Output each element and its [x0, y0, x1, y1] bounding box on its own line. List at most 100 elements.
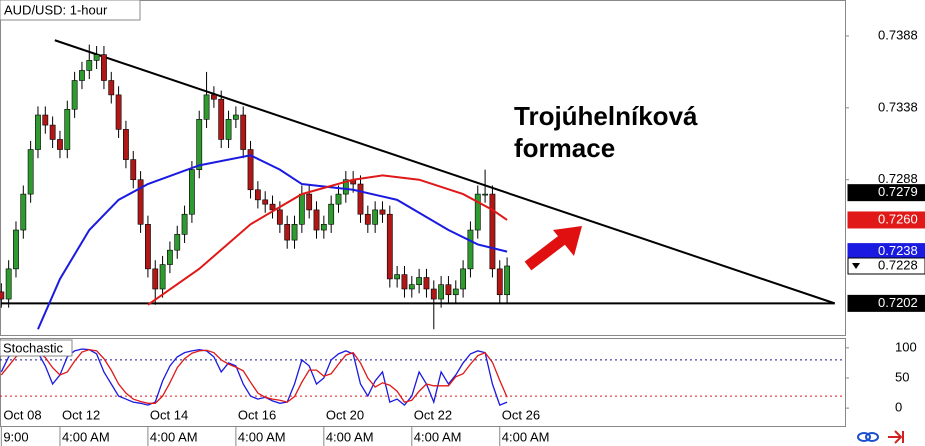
y-tick-label: 0.7338 [878, 99, 918, 114]
price-label-box [847, 294, 925, 312]
candle-body [123, 129, 129, 160]
x-tick-time: 4:00 AM [62, 429, 110, 444]
candle-body [49, 124, 56, 140]
candle-body [386, 213, 393, 280]
x-tick-label: Oct 14 [150, 407, 188, 422]
scroll-end-icon[interactable] [888, 430, 904, 444]
candle-body [57, 139, 63, 150]
trendline [54, 39, 836, 305]
price-label: 0.7238 [878, 243, 918, 258]
candle-body [467, 229, 474, 270]
x-tick-label: Oct 12 [62, 407, 100, 422]
candle-body [298, 193, 305, 225]
candle-body [108, 80, 115, 96]
candle-body [379, 209, 386, 215]
moving-average [37, 154, 508, 330]
x-tick-time: 9:00 [3, 429, 28, 444]
candle-body [145, 223, 151, 270]
arrow-shaft [524, 235, 566, 271]
price-label-box [847, 211, 925, 229]
title-box [0, 0, 141, 21]
candle-body [188, 169, 195, 215]
candle-body [181, 213, 188, 235]
main-frame [0, 0, 846, 336]
candle-body [482, 193, 488, 196]
candle-body [408, 284, 415, 290]
candle-body [64, 108, 71, 150]
x-tick-time: 4:00 AM [238, 429, 286, 444]
candle-body [232, 114, 239, 120]
y-tick-label: 0.7388 [878, 27, 918, 42]
x-tick-time: 4:00 AM [502, 429, 550, 444]
x-tick-time: 4:00 AM [414, 429, 462, 444]
candle-body [137, 179, 144, 225]
candle-body [504, 265, 510, 296]
stoch-line [0, 348, 508, 407]
candle-body [401, 274, 408, 290]
price-label: 0.7202 [878, 295, 918, 310]
x-tick-time: 4:00 AM [150, 429, 198, 444]
candle-body [167, 249, 173, 265]
candle-body [430, 288, 437, 300]
candle-body [203, 94, 210, 120]
candle-body [130, 159, 137, 181]
candle-body [159, 264, 166, 290]
x-tick-time: 4:00 AM [326, 429, 374, 444]
candle-body [416, 277, 423, 285]
candle-body [115, 94, 122, 130]
stoch-title: Stochastic [3, 340, 63, 355]
candle-body [364, 213, 371, 225]
annotation: Trojúhelníková [514, 101, 698, 131]
candle-body [306, 193, 313, 211]
candle-body [291, 223, 298, 241]
price-label: 0.7260 [878, 211, 918, 226]
candle-body [372, 209, 379, 225]
candle-body [35, 114, 41, 150]
candle-body [210, 94, 217, 100]
stoch-line [0, 348, 508, 404]
price-label-box [847, 184, 925, 202]
candle-body [240, 114, 247, 150]
y-tick-label: 50 [895, 369, 909, 384]
candle-body [93, 54, 100, 61]
candle-body [27, 149, 34, 195]
candle-body [452, 288, 459, 296]
arrow-head [553, 226, 582, 256]
candle-body [313, 209, 320, 231]
candle-body [335, 193, 342, 205]
candle-body [460, 268, 467, 290]
candle-body [445, 284, 452, 296]
x-tick-label: Oct 16 [238, 407, 276, 422]
candle-body [152, 268, 159, 290]
y-tick-label: 0 [895, 400, 902, 415]
candle-body [474, 193, 481, 231]
x-tick-label: Oct 26 [502, 407, 540, 422]
candle-body [276, 209, 283, 225]
plot-layer: 0.73880.73380.72880.72790.72600.72380.72… [0, 27, 925, 446]
candle-body [86, 60, 93, 71]
price-label-box [847, 257, 925, 275]
y-tick-label: 100 [895, 339, 917, 354]
red-arrow [524, 226, 582, 271]
candle-body [42, 114, 49, 126]
link-icon[interactable] [857, 432, 871, 442]
candle-body [247, 149, 254, 191]
candle-body [423, 277, 430, 290]
candle-body [262, 199, 269, 205]
candle-body [13, 229, 19, 270]
candle-body [20, 193, 27, 231]
candle-body [438, 284, 445, 300]
candle-body [5, 268, 12, 300]
candle-body [496, 268, 503, 296]
candle-body [489, 193, 496, 270]
candle-body [254, 189, 261, 201]
candle-body [196, 119, 203, 170]
annotation: formace [514, 133, 615, 163]
x-tick-label: Oct 08 [3, 407, 41, 422]
x-tick-label: Oct 20 [326, 407, 364, 422]
link-icon [865, 432, 879, 442]
candle-body [328, 203, 335, 225]
candle-body [79, 70, 85, 81]
